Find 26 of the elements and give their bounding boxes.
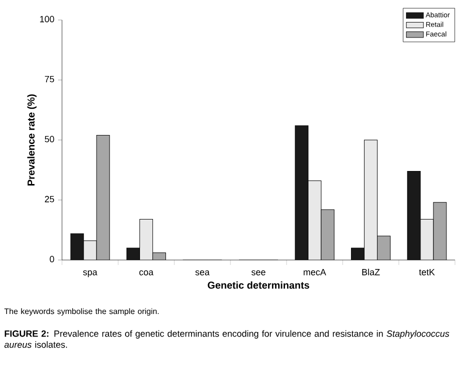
bar	[321, 210, 334, 260]
bar	[407, 170, 421, 260]
bar	[295, 126, 308, 260]
bar	[420, 218, 434, 260]
y-tick-label: 50	[44, 136, 54, 142]
x-tick-label: see	[251, 270, 266, 276]
bar	[140, 219, 153, 260]
x-tick-label: BlaZ	[362, 268, 380, 276]
text: The keywords symbolise the sample origin.	[4, 308, 159, 316]
bar	[433, 202, 447, 260]
y-tick-label: 25	[44, 196, 54, 202]
x-axis-title: Genetic determinants	[208, 281, 310, 289]
x-tick-label: tetK	[419, 269, 435, 276]
y-tick-label: 100	[40, 16, 54, 22]
y-axis-title: Prevalence rate (%)	[27, 94, 37, 186]
y-tick-label: 75	[44, 76, 54, 82]
bar	[364, 140, 378, 260]
x-tick-label: spa	[83, 270, 98, 278]
bar	[96, 135, 110, 260]
x-tick-label: mecA	[304, 269, 326, 276]
text: FIGURE 2: Prevalence rates of genetic determinants encoding for virulence and resistance in Staphylococcus aureus isolates.	[4, 330, 450, 348]
y-tick-label: 0	[50, 256, 54, 262]
x-tick-label: coa	[139, 270, 154, 276]
bar	[308, 180, 322, 260]
bar	[377, 236, 390, 260]
x-tick-label: sea	[195, 270, 210, 276]
